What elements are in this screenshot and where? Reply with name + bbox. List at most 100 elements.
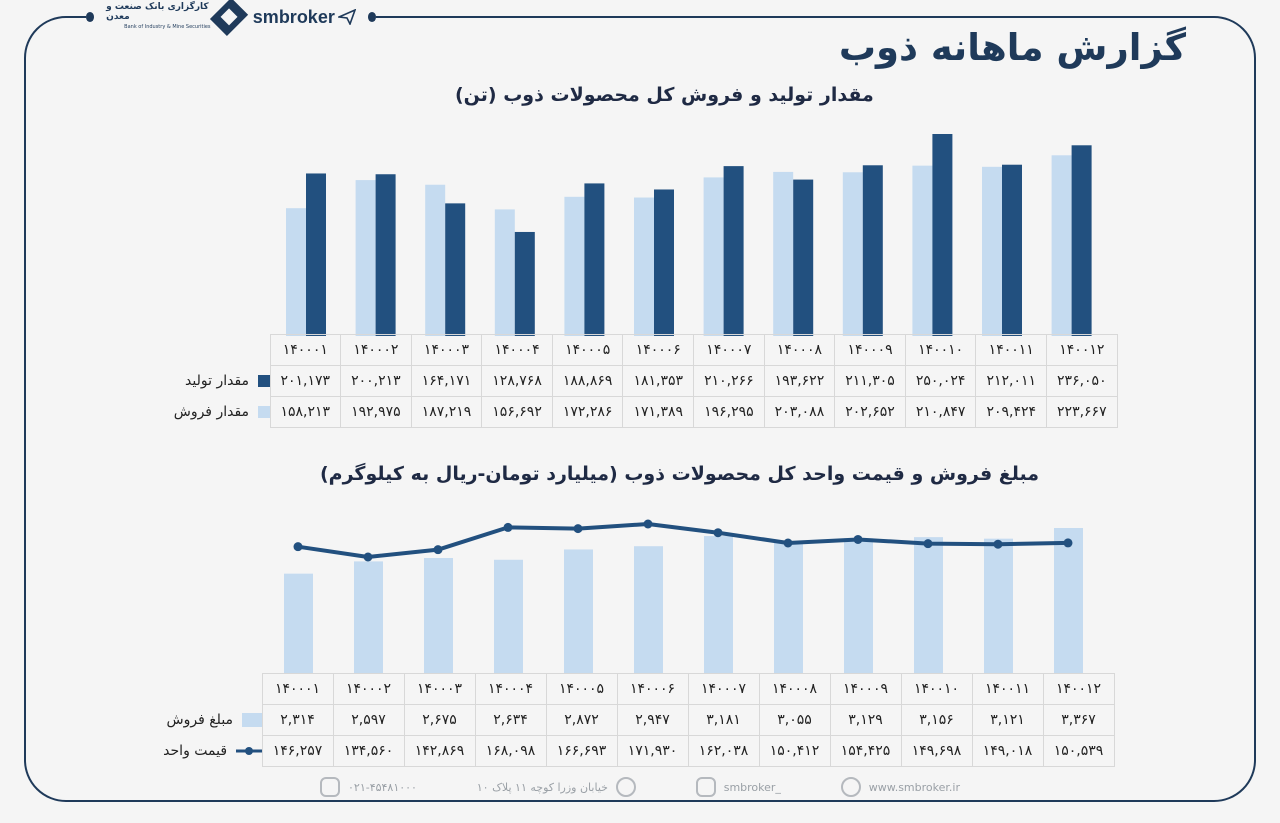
value-label: ۲۰۳,۰۸۸: [763, 396, 836, 428]
sales-amount-bar: [774, 541, 803, 674]
sales-bar: [982, 166, 1002, 336]
smbroker-logo-text: smbroker: [252, 6, 335, 27]
unit-price-point: [853, 534, 863, 544]
category-label: ۱۴۰۰۰۱: [261, 673, 334, 705]
production-sales-table: ۱۴۰۰۰۱ ۱۴۰۰۰۲ ۱۴۰۰۰۳ ۱۴۰۰۰۴ ۱۴۰۰۰۵ ۱۴۰۰۰۶ ۱۴۰۰…: [157, 334, 1118, 428]
production-bar: [862, 165, 883, 336]
footer-website-text: www.smbroker.ir: [868, 780, 960, 794]
footer: ۰۲۱-۴۵۴۸۱۰۰۰ خیابان وزرا کوچه ۱۱ پلاک ۱۰…: [320, 777, 960, 797]
production-bar: [375, 174, 396, 336]
production-bar: [1002, 164, 1022, 336]
sales-bar: [494, 209, 515, 336]
sales-amount-bar: [284, 573, 313, 674]
production-bar: [654, 189, 674, 336]
production-bar: [584, 183, 605, 336]
value-label: ۲۰۲,۶۵۲: [834, 396, 906, 428]
production-bar: [514, 231, 535, 336]
value-label: ۲۰۹,۴۲۴: [975, 396, 1048, 428]
sales-bar: [425, 184, 446, 336]
production-bar: [1071, 145, 1092, 336]
unit-price-point: [503, 522, 513, 532]
value-label: ۲,۸۷۲: [545, 704, 618, 736]
instagram-icon: [695, 777, 716, 797]
value-label: ۱۸۸,۸۶۹: [551, 365, 624, 397]
sales-bar: [286, 208, 306, 336]
footer-phone-text: ۰۲۱-۴۵۴۸۱۰۰۰: [348, 780, 417, 794]
bank-logo: کارگزاری بانک صنعت و معدن Bank of Indust…: [106, 0, 248, 37]
value-label: ۲۱۰,۲۶۶: [693, 365, 765, 397]
report-frame: [24, 16, 1256, 802]
category-label: ۱۴۰۰۰۹: [829, 673, 902, 705]
value-label: ۱۴۶,۲۵۷: [261, 735, 334, 767]
paper-plane-icon: [337, 9, 356, 25]
legend-production: مقدار تولید: [157, 366, 270, 397]
value-label: ۱۶۶,۶۹۳: [545, 735, 618, 767]
bullet-dot: [86, 12, 95, 22]
category-label: ۱۴۰۰۱۱: [971, 673, 1044, 705]
value-label: ۱۲۸,۷۶۸: [481, 365, 553, 397]
unit-price-point: [993, 539, 1003, 549]
sales-bar: [842, 172, 863, 336]
sales-amount-bar: [494, 559, 523, 674]
value-label: ۱۷۲,۲۸۶: [551, 396, 624, 428]
unit-price-point: [643, 519, 653, 529]
value-label: ۲۱۰,۸۴۷: [904, 396, 977, 428]
unit-price-line: [297, 522, 1069, 559]
sales-amount-bar: [354, 561, 383, 674]
legend-sales-amount-label: مبلغ فروش: [166, 712, 234, 728]
unit-price-point: [433, 545, 443, 555]
category-label: ۱۴۰۰۱۲: [1046, 334, 1118, 366]
phone-icon: [320, 777, 340, 797]
legend-sales-label: مقدار فروش: [173, 404, 250, 420]
value-label: ۱۵۰,۵۳۹: [1042, 735, 1115, 767]
category-label: ۱۴۰۰۰۵: [551, 334, 624, 366]
footer-instagram[interactable]: smbroker_: [695, 777, 781, 797]
unit-price-point: [783, 538, 793, 548]
sales-bar: [1051, 155, 1072, 336]
line-legend-icon: [235, 747, 262, 755]
value-label: ۱۹۳,۶۲۲: [763, 365, 836, 397]
production-bar: [306, 173, 326, 336]
location-pin-icon: [615, 777, 636, 797]
value-label: ۱۴۹,۶۹۸: [900, 735, 973, 767]
sales-amount-bar: [564, 549, 593, 674]
value-label: ۲,۶۷۵: [403, 704, 476, 736]
category-label: ۱۴۰۰۱۰: [900, 673, 973, 705]
value-label: ۱۷۱,۹۳۰: [616, 735, 689, 767]
sales-amount-bar: [704, 536, 733, 674]
value-label: ۱۴۲,۸۶۹: [403, 735, 476, 767]
category-label: ۱۴۰۰۰۲: [332, 673, 405, 705]
category-label: ۱۴۰۰۱۲: [1042, 673, 1115, 705]
bank-logo-text: کارگزاری بانک صنعت و معدن: [106, 2, 209, 22]
sales-amount-bar: [984, 538, 1013, 674]
category-label: ۱۴۰۰۱۱: [975, 334, 1048, 366]
sales-bar: [564, 196, 585, 336]
unit-price-point: [713, 528, 723, 538]
sales-bar: [355, 180, 376, 336]
value-label: ۱۳۴,۵۶۰: [332, 735, 405, 767]
category-label: ۱۴۰۰۰۶: [616, 673, 689, 705]
category-label: ۱۴۰۰۰۸: [758, 673, 831, 705]
value-label: ۲,۶۳۴: [474, 704, 547, 736]
category-label: ۱۴۰۰۰۱: [269, 334, 342, 366]
value-label: ۱۶۲,۰۳۸: [687, 735, 760, 767]
value-label: ۳,۳۶۷: [1042, 704, 1115, 736]
value-label: ۲,۹۴۷: [616, 704, 689, 736]
sales-amount-bar: [914, 537, 943, 674]
value-label: ۳,۱۲۹: [829, 704, 902, 736]
category-label: ۱۴۰۰۰۴: [474, 673, 547, 705]
value-label: ۲۳۶,۰۵۰: [1046, 365, 1118, 397]
sales-bar: [773, 171, 794, 336]
production-bar: [723, 166, 744, 336]
value-label: ۲,۵۹۷: [332, 704, 405, 736]
value-label: ۱۵۴,۴۲۵: [829, 735, 902, 767]
legend-sales: مقدار فروش: [157, 397, 270, 428]
category-label: ۱۴۰۰۰۷: [693, 334, 765, 366]
production-bar: [793, 179, 814, 336]
chart2-title: مبلغ فروش و قیمت واحد کل محصولات ذوب (می…: [320, 463, 1040, 485]
unit-price-point: [293, 542, 303, 552]
sales-bar: [703, 177, 724, 336]
value-label: ۱۹۶,۲۹۵: [693, 396, 765, 428]
footer-website[interactable]: www.smbroker.ir: [840, 777, 960, 797]
smbroker-logo: smbroker: [253, 7, 356, 28]
